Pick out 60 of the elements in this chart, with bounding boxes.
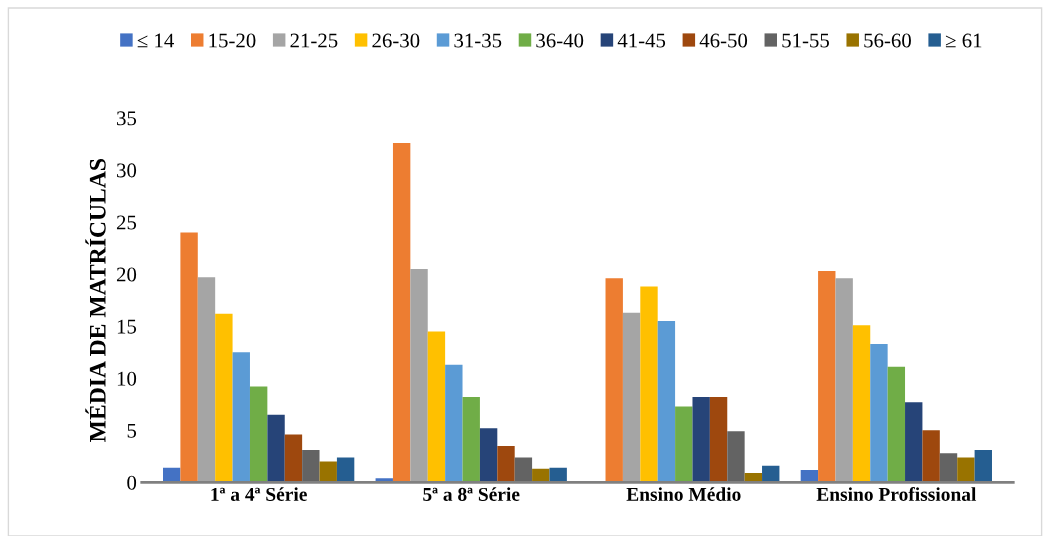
y-tick-label: 15 [117,319,137,334]
legend-label: 26-30 [372,33,420,48]
bar [640,286,658,483]
bar [445,364,463,483]
bar [727,431,745,483]
bar [870,343,888,483]
y-tick-label: 35 [117,111,137,126]
bar [180,232,198,483]
legend-label: 36-40 [536,33,584,48]
bar [479,428,498,483]
bar [818,271,836,483]
y-axis-title: MÉDIA DE MATRÍCULAS [85,159,106,442]
bar [267,414,285,483]
legend-label: 51-55 [782,33,829,48]
bar [232,352,250,483]
y-tick-label: 20 [116,267,137,282]
legend-label: 46-50 [699,33,748,48]
bar [835,278,853,483]
bar [197,277,216,483]
bar [974,450,992,483]
bar [957,457,975,483]
bar [410,268,428,483]
bar [905,402,923,483]
bar [549,467,567,483]
bar [336,457,355,483]
y-tick-label: 25 [116,215,137,230]
bar [887,366,906,483]
y-tick-label: 10 [117,371,137,386]
bar [392,142,411,483]
bar [215,313,233,483]
legend-label: 21-25 [290,33,338,48]
bar [302,450,320,483]
x-tick-label: Ensino Médio [626,487,741,501]
bar [939,453,958,483]
x-tick-label: 5ª a 8ª Série [423,487,520,501]
x-tick-label: Ensino Profissional [816,487,977,501]
legend-label: 31-35 [454,33,502,48]
y-tick-label: 5 [127,423,137,438]
x-tick-label: 1ª a 4ª Série [211,487,307,501]
bar [675,406,693,483]
bar [692,397,710,483]
bar [462,397,480,483]
bar [284,434,303,483]
legend-label: 56-60 [864,33,911,48]
bar [852,325,871,483]
bar [622,312,641,483]
legend-label: 41-45 [617,33,666,48]
bar [922,430,940,483]
y-tick-label: 0 [127,475,137,490]
bar [657,320,676,483]
bar [427,331,446,483]
bar [497,445,515,483]
y-tick-label: 30 [117,163,137,178]
bar [605,278,623,483]
legend-label: ≤ 14 [137,33,174,48]
bar [249,386,268,483]
legend-label: ≥ 61 [945,33,982,48]
legend-label: 15-20 [209,33,256,48]
bar [709,397,728,483]
bar [514,457,533,483]
